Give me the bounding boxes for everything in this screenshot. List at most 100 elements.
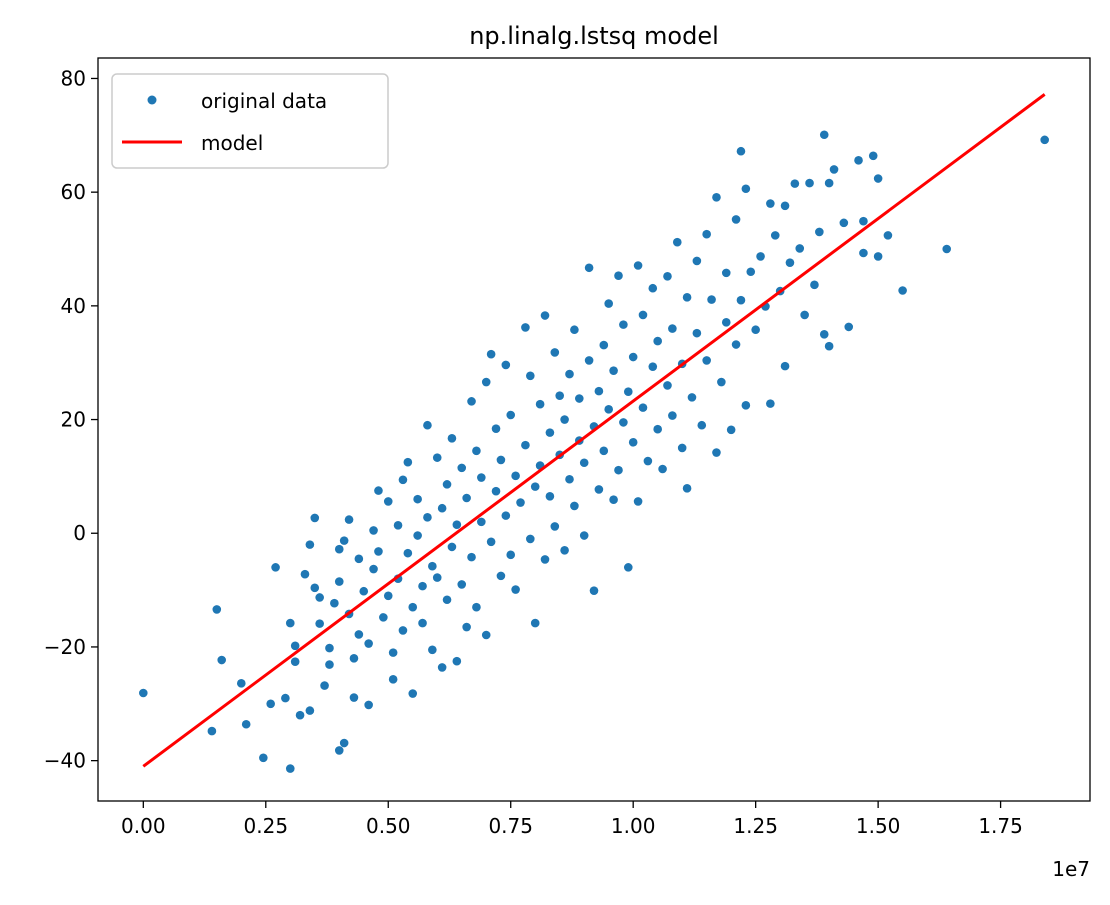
data-point bbox=[364, 700, 373, 710]
data-point bbox=[565, 474, 574, 484]
data-point bbox=[692, 256, 702, 266]
data-point bbox=[648, 283, 658, 293]
data-point bbox=[442, 480, 452, 489]
data-point bbox=[570, 501, 579, 511]
data-point bbox=[785, 258, 795, 267]
data-point bbox=[609, 495, 618, 505]
data-point bbox=[736, 146, 746, 156]
data-point bbox=[305, 540, 315, 549]
data-point bbox=[702, 229, 711, 239]
data-point bbox=[663, 271, 672, 281]
data-point bbox=[207, 726, 217, 736]
data-point bbox=[217, 655, 226, 665]
data-point bbox=[437, 663, 447, 672]
data-point bbox=[555, 391, 565, 400]
data-point bbox=[942, 244, 952, 254]
data-point bbox=[428, 645, 437, 655]
data-point bbox=[829, 165, 839, 174]
data-point bbox=[452, 520, 462, 530]
data-point bbox=[638, 310, 648, 320]
y-tick-label: 20 bbox=[61, 408, 86, 432]
data-point bbox=[819, 130, 829, 140]
data-point bbox=[521, 440, 530, 450]
data-point bbox=[325, 643, 334, 653]
data-point bbox=[310, 513, 320, 523]
data-point bbox=[628, 437, 638, 447]
data-point bbox=[530, 618, 540, 628]
data-point bbox=[731, 340, 741, 349]
data-point bbox=[668, 324, 677, 333]
data-point bbox=[290, 641, 300, 651]
data-point bbox=[604, 405, 613, 414]
data-point bbox=[721, 318, 731, 327]
data-point bbox=[599, 340, 609, 350]
legend-frame bbox=[111, 73, 389, 169]
data-point bbox=[472, 602, 481, 612]
data-point bbox=[383, 591, 393, 601]
data-point bbox=[472, 446, 481, 456]
y-tick-label: 40 bbox=[61, 294, 86, 318]
data-point bbox=[697, 420, 707, 430]
data-point bbox=[467, 552, 476, 562]
data-point bbox=[770, 231, 780, 240]
data-point bbox=[540, 555, 550, 564]
data-point bbox=[614, 465, 623, 475]
data-point bbox=[859, 248, 868, 258]
data-point bbox=[477, 517, 486, 527]
data-point bbox=[663, 381, 672, 390]
data-point bbox=[320, 681, 329, 690]
data-point bbox=[315, 619, 324, 628]
data-point bbox=[815, 227, 824, 237]
x-tick-label: 1.25 bbox=[733, 814, 778, 838]
data-point bbox=[800, 310, 809, 320]
data-point bbox=[687, 393, 697, 402]
data-point bbox=[726, 425, 736, 435]
data-point bbox=[511, 585, 520, 594]
model-line bbox=[142, 93, 1046, 768]
data-point bbox=[898, 286, 907, 295]
data-point bbox=[623, 387, 633, 396]
data-point bbox=[594, 485, 604, 494]
data-point bbox=[668, 411, 677, 420]
data-point bbox=[369, 564, 378, 574]
data-point bbox=[506, 550, 516, 560]
data-point bbox=[437, 503, 447, 513]
data-point bbox=[413, 494, 422, 504]
data-point bbox=[285, 764, 295, 773]
data-point bbox=[707, 295, 716, 304]
data-point bbox=[501, 511, 511, 520]
legend-label-model: model bbox=[201, 131, 263, 155]
data-point bbox=[844, 322, 854, 332]
data-point bbox=[594, 386, 604, 396]
data-point bbox=[868, 151, 878, 161]
data-point bbox=[491, 486, 501, 496]
data-point bbox=[638, 403, 648, 412]
x-tick-label: 1.00 bbox=[611, 814, 656, 838]
data-point bbox=[560, 415, 569, 424]
data-point bbox=[717, 377, 726, 387]
data-point bbox=[692, 328, 702, 338]
data-point bbox=[589, 586, 599, 595]
data-point bbox=[643, 456, 653, 466]
data-point bbox=[584, 356, 594, 365]
data-point bbox=[423, 420, 432, 430]
data-point bbox=[418, 581, 427, 591]
data-point bbox=[236, 679, 246, 688]
data-point bbox=[388, 675, 398, 684]
data-point bbox=[579, 458, 589, 468]
data-point bbox=[486, 537, 496, 547]
data-point bbox=[442, 595, 452, 605]
data-point bbox=[334, 544, 344, 554]
data-point bbox=[633, 261, 643, 270]
data-point bbox=[511, 471, 520, 481]
data-point bbox=[383, 497, 393, 506]
data-point bbox=[526, 534, 535, 544]
data-point bbox=[653, 336, 662, 346]
data-point bbox=[795, 244, 805, 253]
x-tick-label: 0.00 bbox=[121, 814, 166, 838]
data-point bbox=[859, 216, 868, 226]
data-point bbox=[452, 656, 462, 666]
data-point bbox=[374, 486, 383, 495]
data-point bbox=[731, 215, 741, 224]
data-point bbox=[854, 156, 863, 165]
